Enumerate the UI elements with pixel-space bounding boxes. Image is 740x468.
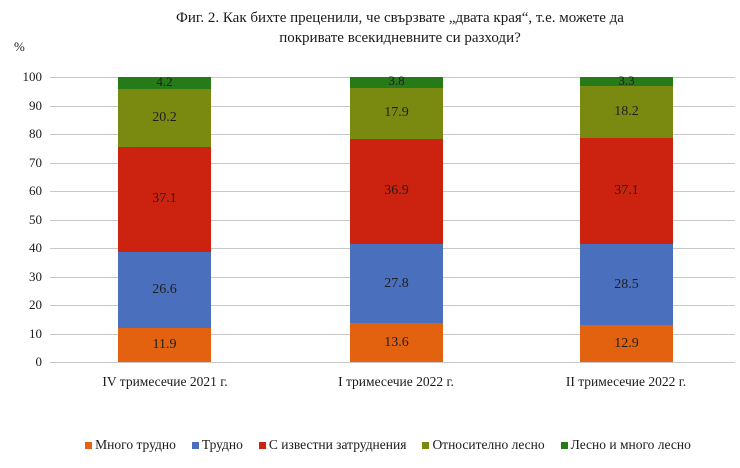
legend-swatch-icon [191, 441, 199, 449]
bar-segment-relatively-easy: 17.9 [350, 87, 443, 139]
legend-item: Лесно и много лесно [560, 437, 691, 453]
y-tick-label: 30 [29, 268, 42, 284]
bar-segment-relatively-easy: 18.2 [580, 86, 673, 139]
bar-segment-some-difficulties: 37.1 [580, 138, 673, 245]
legend-swatch-icon [85, 441, 93, 449]
y-tick-label: 10 [29, 325, 42, 341]
chart-title-line-1: Фиг. 2. Как бихте преценили, че свързват… [176, 10, 624, 26]
data-label: 4.2 [156, 74, 173, 90]
legend-swatch-icon [422, 441, 430, 449]
legend: Много трудно Трудно С известни затруднения… [0, 437, 740, 453]
data-label: 36.9 [384, 183, 409, 199]
data-label: 26.6 [152, 282, 177, 298]
data-label: 17.9 [384, 105, 409, 121]
legend-label: Много трудно [95, 437, 176, 452]
bar-segment-easy: 3.3 [580, 72, 673, 88]
gridline [50, 362, 735, 363]
legend-item: С известни затруднения [258, 437, 407, 453]
bar-segment-many-difficult: 11.9 [118, 328, 211, 362]
data-label: 37.1 [614, 183, 639, 199]
stacked-bar: 13.6 27.8 36.9 17.9 3.8 [350, 73, 443, 362]
data-label: 27.8 [384, 275, 409, 291]
bar-segment-difficult: 27.8 [350, 244, 443, 324]
stacked-bar: 12.9 28.5 37.1 18.2 3.3 [580, 72, 673, 362]
legend-label: С известни затруднения [268, 437, 407, 452]
y-tick-label: 90 [29, 97, 42, 113]
y-tick-label: 40 [29, 240, 42, 255]
data-label: 18.2 [614, 104, 639, 120]
legend-label: Трудно [201, 437, 243, 452]
bar-segment-difficult: 28.5 [580, 244, 673, 326]
data-label: 3.3 [618, 72, 635, 88]
data-label: 12.9 [614, 335, 639, 351]
data-label: 20.2 [152, 109, 177, 125]
data-label: 37.1 [152, 191, 177, 207]
x-axis-category-label: I тримесечие 2022 г. [338, 374, 454, 389]
chart-title: Фиг. 2. Как бихте преценили, че свързват… [0, 8, 740, 48]
y-tick-label: 70 [29, 154, 42, 170]
data-label: 3.8 [388, 73, 405, 89]
y-tick-label: 80 [29, 126, 42, 141]
legend-label: Относително лесно [432, 437, 545, 452]
y-axis-unit: % [14, 39, 25, 54]
data-label: 28.5 [614, 276, 639, 292]
bar-segment-some-difficulties: 37.1 [118, 146, 211, 253]
legend-item: Трудно [191, 437, 243, 453]
x-axis-category-label: II тримесечие 2022 г. [565, 374, 687, 389]
bar-segment-some-difficulties: 36.9 [350, 138, 443, 245]
legend-swatch-icon [560, 441, 568, 449]
plot-area: 0 10 20 30 40 50 60 70 80 90 100 11.9 26.6 37.1 20.2 4.… [23, 70, 735, 369]
bar-segment-easy: 4.2 [118, 74, 211, 90]
legend-label: Лесно и много лесно [570, 437, 691, 452]
y-tick-label: 20 [29, 297, 42, 312]
bar-segment-easy: 3.8 [350, 73, 443, 89]
data-label: 13.6 [384, 334, 409, 350]
bar-segment-many-difficult: 13.6 [350, 323, 443, 362]
bar-segment-many-difficult: 12.9 [580, 325, 673, 362]
bar-segment-difficult: 26.6 [118, 252, 211, 329]
data-label: 11.9 [152, 337, 177, 353]
x-axis-category-label: IV тримесечие 2021 г. [102, 374, 228, 389]
legend-item: Относително лесно [422, 437, 545, 453]
y-tick-label: 0 [35, 354, 43, 369]
bar-segment-relatively-easy: 20.2 [118, 89, 211, 147]
y-tick-label: 60 [29, 183, 42, 198]
legend-item: Много трудно [85, 437, 176, 453]
chart-title-line-2: покривате всекидневните си разходи? [279, 30, 521, 46]
y-tick-label: 50 [29, 211, 42, 227]
stacked-bar: 11.9 26.6 37.1 20.2 4.2 [118, 74, 211, 362]
legend-swatch-icon [258, 441, 266, 449]
y-tick-label: 100 [22, 69, 43, 84]
